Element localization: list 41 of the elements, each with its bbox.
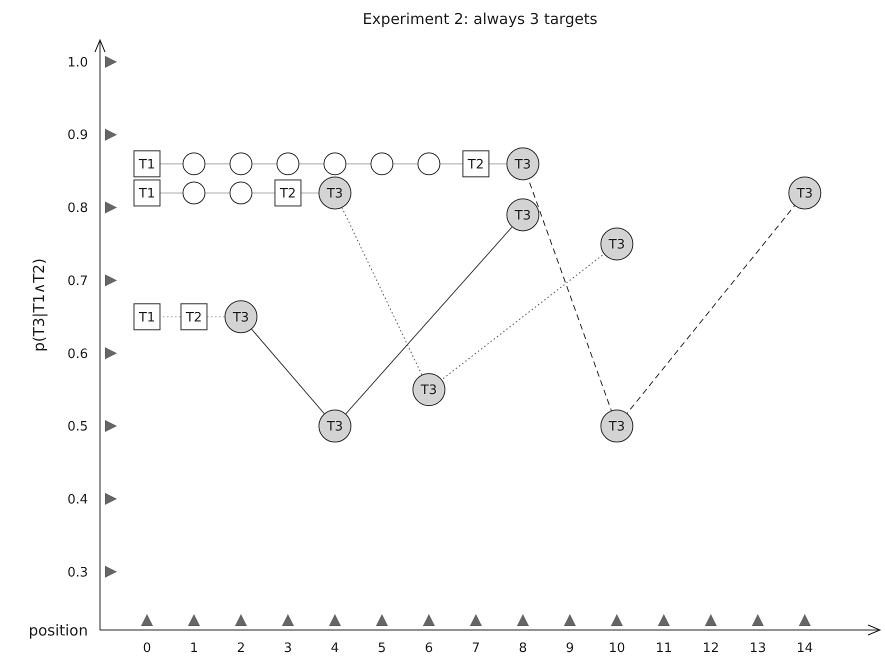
annotation: T2 (466, 157, 484, 172)
x-tick-label: 9 (566, 641, 574, 656)
annotation: T2 (278, 186, 296, 202)
y-tick-label: 1.0 (67, 55, 88, 70)
x-tick-label: 11 (656, 641, 672, 656)
annotation: T1 (138, 186, 156, 202)
y-tick-label: 0.3 (67, 565, 88, 580)
annotation: T3 (608, 238, 625, 252)
x-tick-label: 8 (518, 641, 528, 656)
y-tick-label: 0.6 (67, 346, 88, 362)
annotation: T1 (138, 157, 156, 172)
y-tick-label: 0.9 (67, 128, 88, 144)
x-tick-label: 7 (472, 641, 480, 656)
annotation: T1 (138, 310, 156, 326)
annotation: T3 (796, 186, 813, 202)
annotation: T3 (514, 157, 531, 172)
annotation: T3 (232, 310, 250, 326)
y-tick-label: 0.7 (67, 274, 88, 289)
annotation: T3 (608, 420, 625, 435)
x-tick-label: 10 (608, 641, 626, 656)
y-tick-label: 0.4 (67, 492, 88, 508)
y-tick-label: 0.5 (67, 420, 88, 435)
x-tick-label: 1 (190, 641, 198, 656)
x-tick-label: 4 (330, 641, 340, 656)
y-axis-title: p(T3|T1∧T2) (30, 258, 48, 352)
x-tick-label: 6 (424, 641, 434, 656)
annotation: T3 (326, 420, 344, 435)
annotation: T3 (326, 186, 344, 202)
x-tick-label: 0 (142, 641, 152, 656)
annotation: T3 (420, 383, 438, 398)
x-tick-label: 2 (236, 641, 246, 656)
y-tick-label: 0.8 (67, 201, 88, 216)
x-tick-label: 5 (378, 641, 386, 656)
annotation: T3 (514, 208, 531, 224)
x-tick-label: 12 (702, 641, 720, 656)
x-tick-label: 13 (750, 641, 766, 656)
x-tick-label: 3 (284, 641, 292, 656)
x-tick-label: 14 (796, 641, 814, 656)
chart-title: Experiment 2: always 3 targets (362, 10, 598, 28)
x-axis-title: position (28, 621, 88, 640)
annotation: T2 (184, 310, 202, 326)
